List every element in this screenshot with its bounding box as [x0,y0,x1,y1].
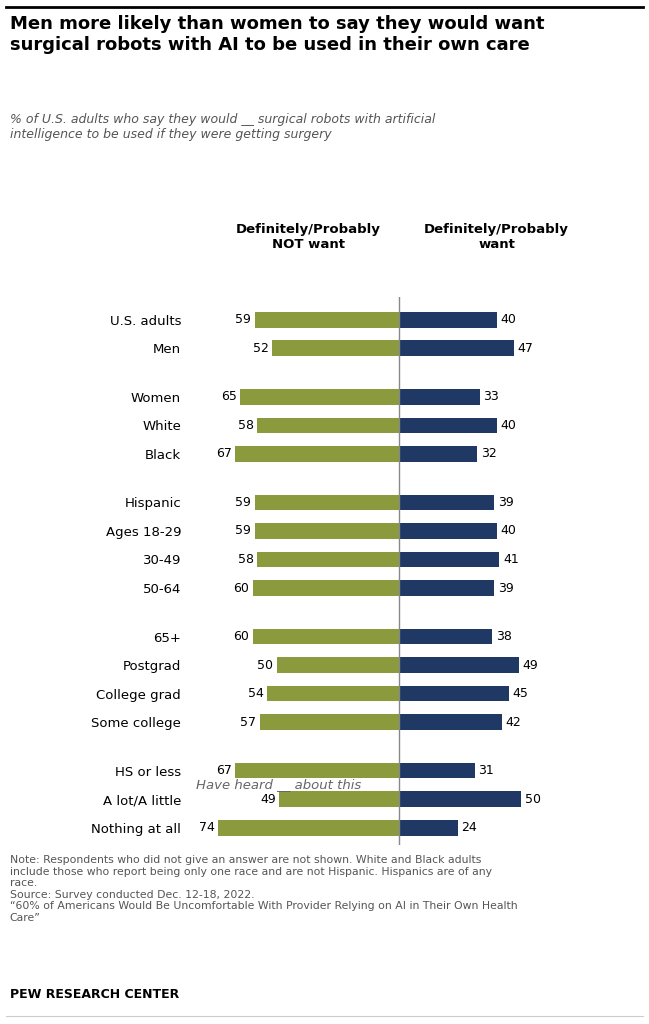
Text: 65: 65 [221,390,237,403]
Text: 40: 40 [500,419,517,432]
Text: 58: 58 [238,553,254,566]
Text: 42: 42 [506,716,521,729]
Text: 50: 50 [525,793,541,806]
Text: 39: 39 [498,582,514,595]
Text: Definitely/Probably
NOT want: Definitely/Probably NOT want [236,223,381,251]
Bar [399,763,475,778]
Text: 47: 47 [518,342,533,355]
Text: 54: 54 [248,687,263,700]
Bar [399,820,458,836]
Text: PEW RESEARCH CENTER: PEW RESEARCH CENTER [10,988,179,1001]
Bar [399,389,480,404]
Text: 57: 57 [240,716,256,729]
Text: 52: 52 [252,342,269,355]
Text: 24: 24 [461,821,477,835]
Text: 58: 58 [238,419,254,432]
Text: 67: 67 [216,764,232,777]
Text: Definitely/Probably
want: Definitely/Probably want [424,223,569,251]
Bar [240,389,399,404]
Bar [399,657,519,673]
Text: 59: 59 [236,496,251,509]
Text: 31: 31 [478,764,495,777]
Bar [272,340,399,356]
Bar [252,581,399,596]
Text: 49: 49 [522,658,538,672]
Text: 60: 60 [233,582,249,595]
Bar [255,523,399,539]
Bar [399,446,477,462]
Text: Men more likely than women to say they would want
surgical robots with AI to be : Men more likely than women to say they w… [10,15,545,54]
Text: 59: 59 [236,524,251,538]
Text: 32: 32 [481,447,496,461]
Bar [399,523,497,539]
Bar [399,715,502,730]
Bar [399,686,509,701]
Bar [260,715,399,730]
Bar [399,312,497,328]
Text: 45: 45 [513,687,529,700]
Bar [218,820,399,836]
Text: 49: 49 [260,793,276,806]
Text: 33: 33 [484,390,499,403]
Text: % of U.S. adults who say they would __ surgical robots with artificial
intellige: % of U.S. adults who say they would __ s… [10,113,435,140]
Text: 67: 67 [216,447,232,461]
Text: 59: 59 [236,313,251,327]
Bar [399,581,495,596]
Bar [258,418,399,433]
Bar [236,763,399,778]
Bar [255,495,399,510]
Bar [277,657,399,673]
Bar [399,340,514,356]
Bar [255,312,399,328]
Bar [399,495,495,510]
Bar [280,792,399,807]
Text: 74: 74 [199,821,215,835]
Bar [267,686,399,701]
Text: 60: 60 [233,630,249,643]
Bar [258,552,399,567]
Text: 41: 41 [503,553,519,566]
Text: 50: 50 [257,658,273,672]
Bar [399,629,492,644]
Text: 40: 40 [500,313,517,327]
Text: 38: 38 [496,630,511,643]
Bar [399,792,521,807]
Bar [399,552,499,567]
Text: Note: Respondents who did not give an answer are not shown. White and Black adul: Note: Respondents who did not give an an… [10,855,517,923]
Text: 40: 40 [500,524,517,538]
Text: Have heard __ about this: Have heard __ about this [195,778,361,792]
Bar [399,418,497,433]
Bar [252,629,399,644]
Text: 39: 39 [498,496,514,509]
Bar [236,446,399,462]
